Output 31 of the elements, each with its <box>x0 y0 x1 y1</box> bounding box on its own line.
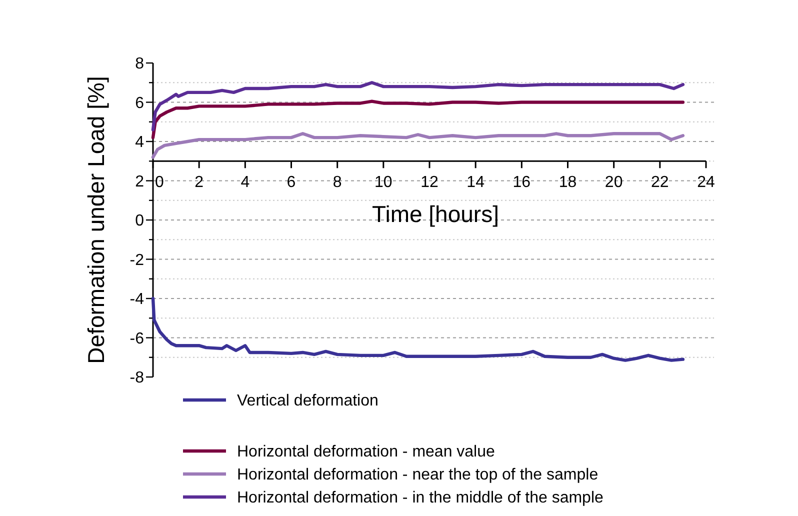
x-tick-label: 0 <box>155 174 164 192</box>
x-tick-label: 12 <box>420 174 438 192</box>
y-tick-label: 8 <box>135 56 144 73</box>
x-tick-label: 20 <box>604 174 623 192</box>
line-series <box>151 296 685 362</box>
x-tick-label: 6 <box>286 174 296 192</box>
x-tick-label: 16 <box>512 174 531 192</box>
y-tick-label: 0 <box>135 212 144 230</box>
x-tick-label: 4 <box>240 174 250 192</box>
x-tick-label: 22 <box>651 174 669 192</box>
line-series <box>151 100 685 140</box>
legend-label: Horizontal deformation - mean value <box>237 444 496 461</box>
legend-label: Horizontal deformation - near the top of the sample <box>237 466 598 484</box>
x-axis-title: Time [hours] <box>372 201 499 228</box>
x-tick-label: 10 <box>374 174 392 192</box>
y-tick-label: -8 <box>130 370 144 387</box>
y-axis-title: Deformation under Load [%] <box>83 76 109 364</box>
y-tick-label: -2 <box>130 252 144 269</box>
y-tick-label: -4 <box>130 291 144 308</box>
line-series <box>151 132 685 159</box>
y-tick-label: 6 <box>135 94 144 112</box>
y-tick-label: 4 <box>135 134 144 152</box>
y-tick-label: -6 <box>130 330 144 348</box>
x-tick-label: 18 <box>558 174 577 192</box>
x-tick-label: 24 <box>697 174 715 192</box>
legend-label: Horizontal deformation - in the middle of the sample <box>237 490 604 507</box>
x-tick-label: 2 <box>194 174 204 192</box>
line-series <box>151 81 685 132</box>
legend-label: Vertical deformation <box>237 392 378 410</box>
x-tick-label: 14 <box>466 174 485 192</box>
x-tick-label: 8 <box>332 174 342 192</box>
